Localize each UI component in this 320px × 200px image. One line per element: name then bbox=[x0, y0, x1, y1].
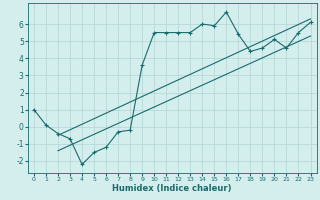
X-axis label: Humidex (Indice chaleur): Humidex (Indice chaleur) bbox=[113, 184, 232, 193]
